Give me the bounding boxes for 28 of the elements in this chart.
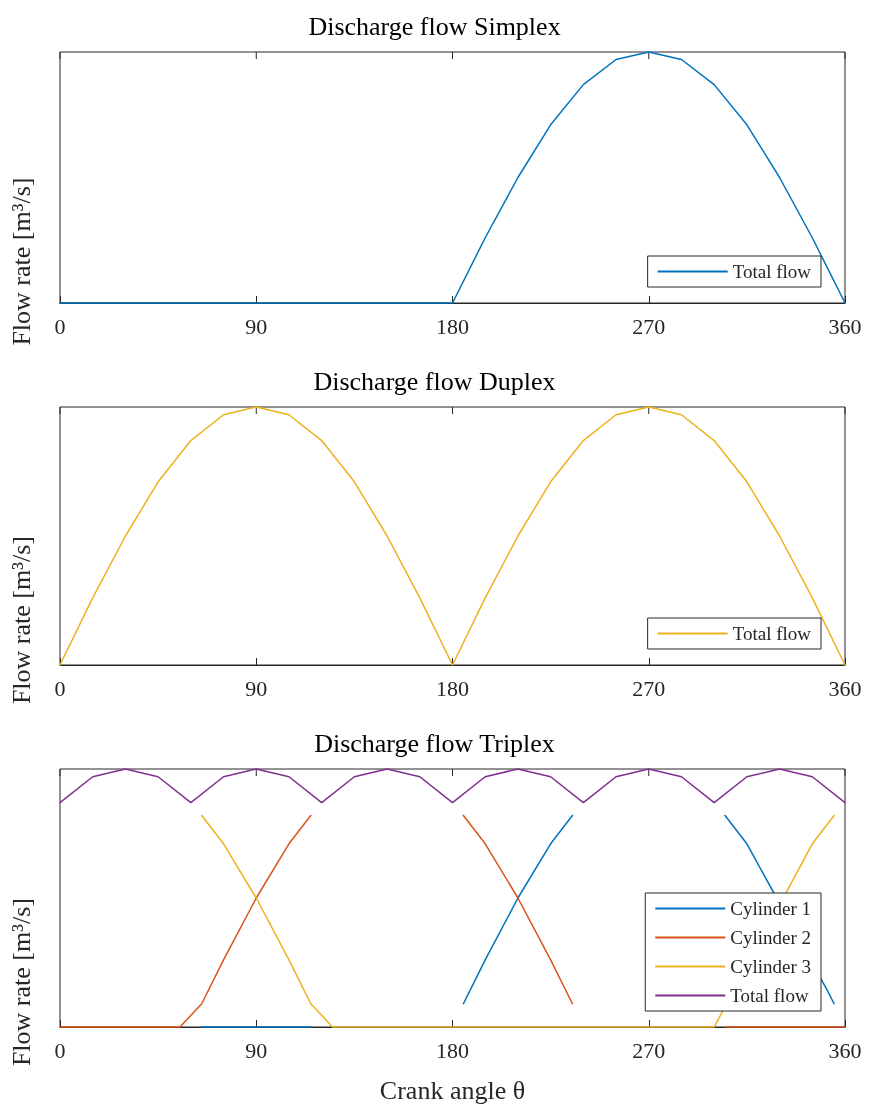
x-tick-label: 0 <box>54 675 66 701</box>
x-tick-label: 180 <box>436 313 469 339</box>
x-tick-label: 270 <box>632 675 666 701</box>
y-axis-title: Flow rate [m³/s] <box>6 177 36 346</box>
x-axis-title: Crank angle θ <box>379 1075 526 1105</box>
x-tick-label: 0 <box>54 1037 66 1063</box>
x-tick-label: 270 <box>632 1037 666 1063</box>
x-tick-label: 270 <box>632 313 666 339</box>
chart-title: Discharge flow Duplex <box>313 366 556 396</box>
x-tick-label: 90 <box>245 313 268 339</box>
legend-label: Total flow <box>732 623 812 644</box>
x-tick-label: 360 <box>828 1037 862 1063</box>
x-tick-label: 360 <box>828 675 862 701</box>
legend-label: Cylinder 3 <box>730 956 812 977</box>
x-tick-label: 360 <box>828 313 862 339</box>
legend-label: Total flow <box>730 985 809 1006</box>
y-axis-title: Flow rate [m³/s] <box>6 897 36 1067</box>
chart-title: Discharge flow Simplex <box>308 11 561 41</box>
x-tick-label: 0 <box>54 313 66 339</box>
x-tick-label: 180 <box>436 675 469 701</box>
chart-title: Discharge flow Triplex <box>314 728 555 758</box>
legend-label: Cylinder 1 <box>730 898 812 919</box>
x-tick-label: 90 <box>245 675 268 701</box>
x-tick-label: 180 <box>436 1037 469 1063</box>
legend-label: Total flow <box>732 261 812 282</box>
y-axis-title: Flow rate [m³/s] <box>6 535 36 705</box>
x-tick-label: 90 <box>245 1037 268 1063</box>
legend-label: Cylinder 2 <box>730 927 812 948</box>
